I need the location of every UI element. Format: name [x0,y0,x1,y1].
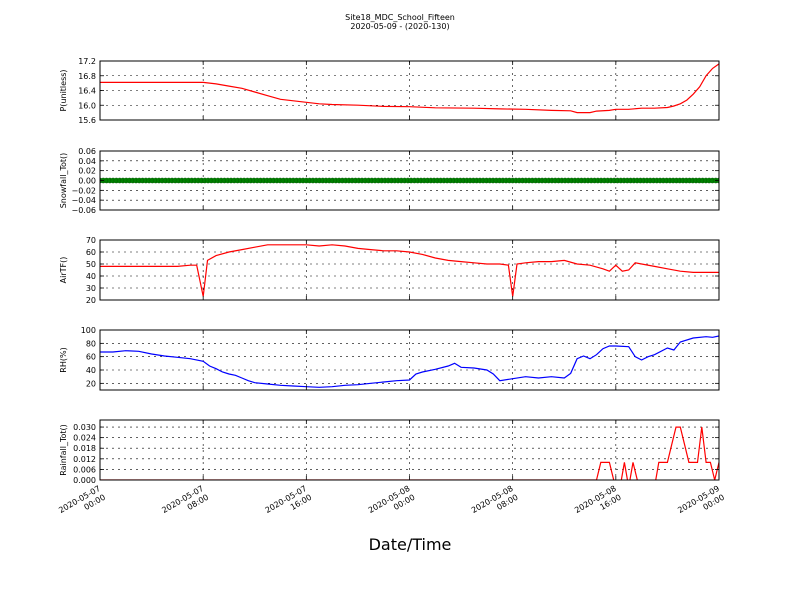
y-tick-label: 30 [86,284,96,293]
y-tick-label: 100 [81,326,96,335]
y-tick-label: 60 [86,248,96,257]
y-tick-label: 0.030 [73,423,96,432]
panels: 17.216.816.416.015.6P(unitless)0.060.040… [59,57,720,485]
y-tick-label: 0.00 [78,177,96,186]
y-tick-label: 0.06 [78,147,96,156]
y-tick-label: 20 [86,379,96,388]
y-tick-label: 15.6 [78,116,96,125]
series [100,177,719,184]
y-axis-label: Snowfall_Tot() [59,153,68,209]
x-tick-label: 2020-05-0716:00 [264,484,314,524]
y-tick-label: 0.024 [73,434,96,443]
grid [100,240,719,300]
chart-subtitle: 2020-05-09 - (2020-130) [350,22,449,31]
chart-title: Site18_MDC_School_Fifteen [345,13,455,22]
y-tick-label: 16.4 [78,87,96,96]
y-tick-label: 16.0 [78,101,96,110]
panel-3: 70 60 50 40 30 20 AirTF() [59,236,720,305]
y-axis-label: P(unitless) [59,69,68,111]
y-tick-label: 0.02 [78,167,96,176]
x-axis-label: Date/Time [369,535,452,554]
x-axis-ticks: 2020-05-0700:00 2020-05-0708:00 2020-05-07… [57,484,726,524]
grid [100,420,719,480]
panel-4: 100 80 60 40 20 RH(%) [59,326,720,391]
x-tick-label: 2020-05-0816:00 [573,484,623,524]
y-tick-label: 40 [86,272,96,281]
grid [100,330,719,390]
y-tick-label: 0.012 [73,455,96,464]
panel-1: 17.2 16.8 16.4 16.0 15.6 P(unitless) [59,57,720,125]
grid [100,61,719,120]
series [100,63,719,114]
y-tick-label: 50 [86,260,96,269]
y-tick-label: 17.2 [78,57,96,66]
y-tick-label: 0.006 [73,465,96,474]
y-tick-label: 70 [86,236,96,245]
y-tick-label: −0.04 [71,196,96,205]
y-tick-label: 40 [86,366,96,375]
x-tick-label: 2020-05-0700:00 [57,484,107,524]
series-line [100,63,719,114]
x-tick-label: 2020-05-0708:00 [160,484,210,524]
y-tick-label: 0.018 [73,444,96,453]
series-line [100,426,719,480]
y-tick-label: 0.000 [73,476,96,485]
series [100,244,719,297]
panel-2: 0.060.040.020.00−0.02−0.04−0.06Snowfall_… [59,147,720,215]
y-axis-label: RH(%) [59,347,68,372]
y-tick-label: −0.06 [71,206,96,215]
x-tick-label: 2020-05-0808:00 [470,484,520,524]
x-tick-label: 2020-05-0800:00 [367,484,417,524]
y-tick-label: 80 [86,339,96,348]
y-axis-label: AirTF() [59,257,68,284]
series-line [100,335,719,388]
x-tick-label: 2020-05-0900:00 [676,484,726,524]
y-axis-label: Rainfall_Tot() [59,424,68,476]
y-tick-label: 16.8 [78,72,96,81]
series-line [100,244,719,297]
y-tick-label: 20 [86,296,96,305]
y-tick-label: 0.04 [78,157,96,166]
series [100,426,719,480]
y-tick-label: −0.02 [71,186,96,195]
y-tick-label: 60 [86,353,96,362]
axes-frame [99,60,720,121]
series [100,335,719,388]
